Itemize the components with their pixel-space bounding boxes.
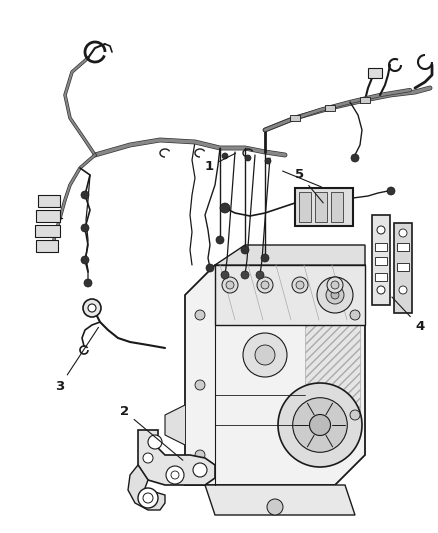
Circle shape <box>327 277 343 293</box>
Circle shape <box>195 450 205 460</box>
Circle shape <box>399 229 407 237</box>
Circle shape <box>350 310 360 320</box>
Circle shape <box>293 398 347 453</box>
Circle shape <box>88 304 96 312</box>
Text: 3: 3 <box>55 327 99 393</box>
Bar <box>397 263 409 271</box>
Circle shape <box>241 246 249 254</box>
Bar <box>315 192 327 222</box>
Bar <box>295 188 353 226</box>
Circle shape <box>331 281 339 289</box>
Bar <box>290 115 300 121</box>
Circle shape <box>243 333 287 377</box>
Polygon shape <box>128 465 165 510</box>
Polygon shape <box>185 265 365 485</box>
Circle shape <box>292 277 308 293</box>
Circle shape <box>143 493 153 503</box>
Text: 1: 1 <box>205 154 236 173</box>
Polygon shape <box>165 405 185 445</box>
Circle shape <box>256 271 264 279</box>
Bar <box>397 243 409 251</box>
Bar <box>305 325 360 425</box>
Polygon shape <box>205 485 355 515</box>
Circle shape <box>220 203 230 213</box>
Circle shape <box>241 271 249 279</box>
Circle shape <box>350 410 360 420</box>
Circle shape <box>310 415 331 435</box>
Circle shape <box>377 286 385 294</box>
Text: 4: 4 <box>392 297 424 333</box>
Circle shape <box>193 463 207 477</box>
Circle shape <box>296 281 304 289</box>
Circle shape <box>221 271 229 279</box>
Polygon shape <box>215 265 365 325</box>
Circle shape <box>261 281 269 289</box>
Bar <box>375 273 387 281</box>
Bar <box>368 68 382 78</box>
Circle shape <box>331 291 339 299</box>
Circle shape <box>195 380 205 390</box>
Circle shape <box>166 466 184 484</box>
Circle shape <box>351 154 359 162</box>
Circle shape <box>143 453 153 463</box>
Bar <box>331 192 343 222</box>
Polygon shape <box>215 245 365 265</box>
Circle shape <box>245 155 251 161</box>
Circle shape <box>206 264 214 272</box>
Bar <box>360 97 370 103</box>
Circle shape <box>255 345 275 365</box>
Bar <box>299 192 311 222</box>
Circle shape <box>387 187 395 195</box>
Text: 2: 2 <box>120 405 183 460</box>
Circle shape <box>81 256 89 264</box>
Text: 5: 5 <box>295 168 323 203</box>
Circle shape <box>216 236 224 244</box>
Circle shape <box>257 277 273 293</box>
Circle shape <box>83 299 101 317</box>
Bar <box>36 240 58 252</box>
Circle shape <box>148 435 162 449</box>
Circle shape <box>171 471 179 479</box>
Circle shape <box>267 499 283 515</box>
Circle shape <box>326 286 344 304</box>
Circle shape <box>317 277 353 313</box>
Bar <box>325 105 335 111</box>
Circle shape <box>195 310 205 320</box>
Bar <box>36 210 60 222</box>
Bar <box>35 225 60 237</box>
Circle shape <box>377 226 385 234</box>
Circle shape <box>81 224 89 232</box>
Circle shape <box>226 281 234 289</box>
Bar <box>38 195 60 207</box>
Circle shape <box>278 383 362 467</box>
Polygon shape <box>138 430 215 485</box>
Circle shape <box>399 286 407 294</box>
Circle shape <box>261 254 269 262</box>
Bar <box>375 257 387 265</box>
Circle shape <box>81 191 89 199</box>
Bar <box>372 215 390 305</box>
Bar <box>394 223 412 313</box>
Circle shape <box>222 153 228 159</box>
Circle shape <box>222 277 238 293</box>
Bar <box>375 243 387 251</box>
Circle shape <box>84 279 92 287</box>
Circle shape <box>265 158 271 164</box>
Circle shape <box>138 488 158 508</box>
